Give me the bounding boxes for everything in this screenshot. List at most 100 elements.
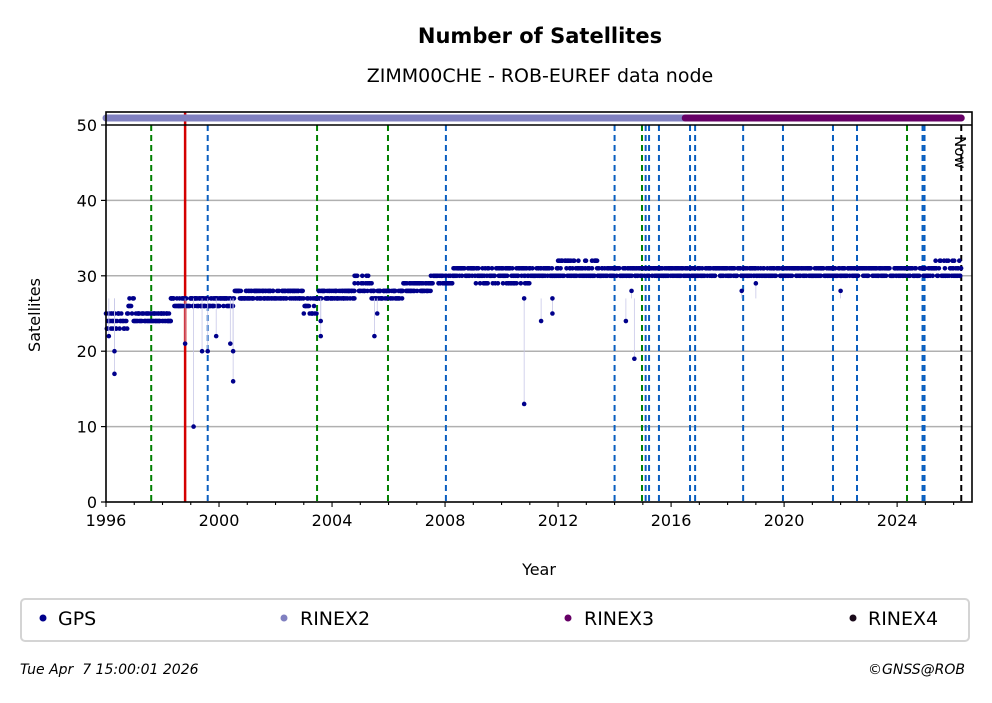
gps-point bbox=[125, 311, 131, 316]
y-tick-label: 40 bbox=[77, 191, 97, 210]
gps-point bbox=[946, 258, 951, 264]
grid bbox=[106, 199, 972, 428]
gps-point-outlier bbox=[550, 311, 555, 316]
gps-point bbox=[352, 281, 357, 286]
gps-point bbox=[518, 281, 524, 286]
gps-point bbox=[187, 303, 192, 309]
gps-point bbox=[485, 281, 491, 286]
gps-point bbox=[558, 266, 563, 271]
gps-point-outlier bbox=[374, 311, 380, 316]
gps-point-outlier bbox=[228, 341, 233, 346]
gps-point bbox=[238, 288, 244, 294]
gps-point-outlier bbox=[199, 348, 205, 354]
x-tick-label: 2008 bbox=[425, 511, 466, 530]
gps-point bbox=[515, 273, 521, 279]
gps-point bbox=[489, 266, 495, 271]
gps-point-outlier bbox=[182, 341, 188, 346]
gps-point bbox=[221, 303, 226, 309]
gps-point-outlier bbox=[106, 333, 112, 339]
gps-point bbox=[110, 326, 116, 331]
y-tick-label: 50 bbox=[77, 116, 97, 135]
gps-point bbox=[462, 266, 467, 271]
legend-label-rinex3: RINEX3 bbox=[584, 608, 654, 630]
gps-point bbox=[183, 296, 189, 301]
gps-point bbox=[913, 266, 919, 271]
gps-point-outlier bbox=[623, 318, 629, 324]
x-tick-label: 1996 bbox=[86, 511, 127, 530]
plot-frame bbox=[105, 111, 973, 503]
footer-timestamp: Tue Apr 7 15:00:01 2026 bbox=[20, 662, 199, 678]
gps-point bbox=[842, 266, 847, 271]
gps-point-outlier bbox=[318, 333, 324, 339]
gps-point bbox=[596, 266, 602, 271]
gps-point bbox=[127, 296, 132, 301]
gps-point bbox=[114, 318, 120, 324]
gps-point bbox=[459, 273, 465, 279]
gps-point bbox=[936, 266, 942, 271]
gps-point bbox=[355, 281, 361, 286]
gps-point bbox=[957, 273, 963, 279]
gps-point bbox=[571, 258, 577, 264]
gps-point-outlier bbox=[753, 281, 759, 286]
gps-point bbox=[117, 326, 122, 331]
legend: GPS RINEX2 RINEX3 RINEX4 bbox=[20, 598, 970, 642]
gps-point bbox=[377, 288, 383, 294]
gps-point-outlier bbox=[112, 371, 117, 377]
gps-point bbox=[129, 311, 135, 316]
gps-point-outlier bbox=[739, 288, 745, 294]
gps-point bbox=[958, 266, 964, 271]
gps-point bbox=[616, 266, 622, 271]
gps-point bbox=[527, 281, 532, 286]
axis-ticks: 0 10 20 30 40 50 1996 2000 2004 2008 2012 2016 2020 2… bbox=[77, 116, 955, 530]
gps-point bbox=[449, 281, 455, 286]
gps-point-outlier bbox=[838, 288, 843, 294]
gps-point bbox=[217, 303, 222, 309]
gps-point bbox=[530, 266, 535, 271]
gps-point bbox=[119, 311, 124, 316]
gps-point bbox=[866, 273, 871, 279]
gps-point bbox=[594, 258, 600, 264]
gps-point bbox=[477, 281, 483, 286]
gps-point bbox=[821, 266, 826, 271]
gps-point bbox=[832, 266, 838, 271]
gps-point bbox=[399, 296, 405, 301]
gps-point bbox=[935, 273, 941, 279]
event-lines bbox=[150, 112, 963, 502]
legend-label-rinex4: RINEX4 bbox=[868, 608, 938, 630]
gps-point bbox=[365, 273, 371, 279]
gps-point bbox=[124, 318, 129, 324]
gps-point bbox=[589, 266, 595, 271]
gps-point bbox=[916, 273, 922, 279]
gps-point bbox=[855, 273, 861, 279]
gps-point bbox=[400, 288, 406, 294]
y-tick-label: 10 bbox=[77, 418, 97, 437]
gps-point bbox=[561, 273, 567, 279]
gps-point-outlier bbox=[191, 424, 196, 429]
gps-point bbox=[942, 266, 948, 271]
gps-point bbox=[369, 281, 374, 286]
footer-copyright: ©GNSS@ROB bbox=[868, 662, 965, 678]
gps-point-outlier bbox=[632, 356, 637, 362]
gps-point bbox=[738, 266, 743, 271]
gps-point bbox=[301, 311, 307, 316]
x-tick-label: 2004 bbox=[312, 511, 353, 530]
gps-point bbox=[887, 266, 892, 271]
gps-point bbox=[570, 266, 575, 271]
gps-point bbox=[124, 326, 130, 331]
gps-point bbox=[166, 311, 172, 316]
legend-marker-gps bbox=[39, 614, 47, 622]
y-tick-label: 30 bbox=[77, 267, 97, 286]
gps-point bbox=[576, 258, 581, 264]
legend-marker-rinex2 bbox=[280, 614, 288, 622]
legend-box bbox=[20, 598, 970, 642]
gps-point bbox=[113, 326, 119, 331]
gps-point bbox=[564, 266, 569, 271]
gps-point bbox=[319, 296, 324, 301]
gps-point bbox=[818, 273, 824, 279]
y-axis-label: Satellites bbox=[25, 278, 44, 352]
gps-point bbox=[930, 273, 935, 279]
gps-point bbox=[473, 281, 479, 286]
gps-point bbox=[171, 296, 176, 301]
x-tick-label: 2000 bbox=[199, 511, 240, 530]
gps-point-outlier bbox=[372, 333, 377, 339]
